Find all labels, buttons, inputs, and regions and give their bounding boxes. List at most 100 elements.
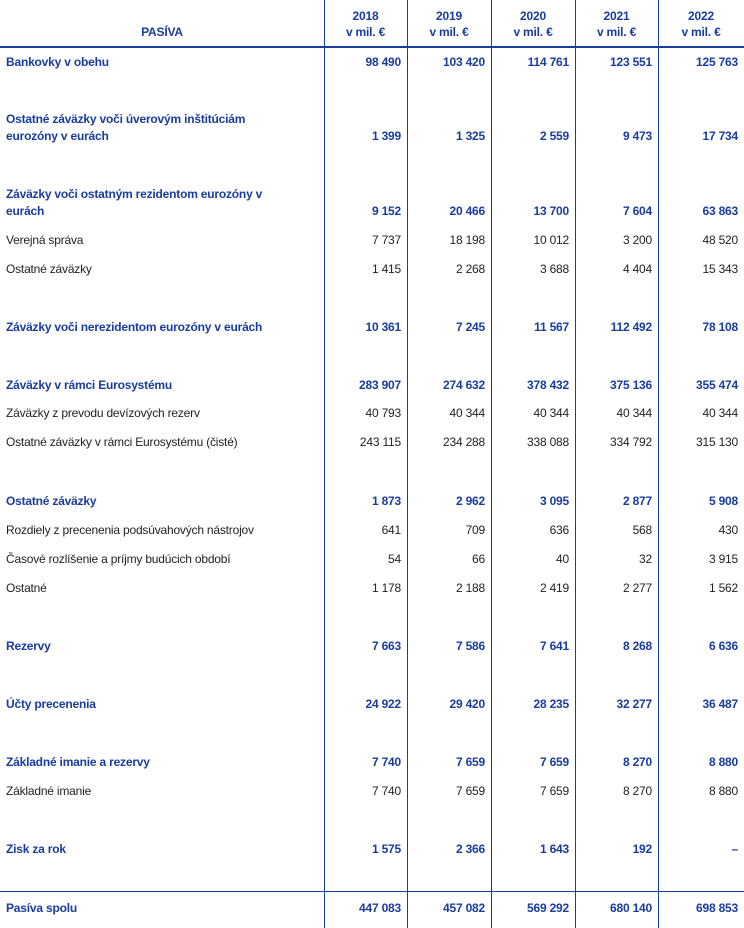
value-cell: 40 344 [702,406,738,420]
value-cell: 63 863 [702,204,738,218]
value-cell: 8 880 [708,755,738,769]
value-cell: 78 108 [702,320,738,334]
value-cell: 2 268 [455,262,485,276]
header-unit: v mil. € [345,25,386,39]
row-label: Záväzky voči ostatným rezidentom eurozón… [6,187,263,218]
value-cell: 3 200 [622,233,652,247]
value-cell: 355 474 [696,378,738,392]
row-label: Bankovky v obehu [6,55,109,69]
value-cell: 10 012 [533,233,569,247]
value-cell: 2 962 [455,494,485,508]
row-label: Účty precenenia [6,697,96,711]
value-cell: 36 487 [702,697,738,711]
value-cell: 8 270 [622,784,652,798]
value-cell: 7 641 [539,639,569,653]
value-cell: 6 636 [708,639,738,653]
value-cell: 457 082 [443,901,485,915]
value-cell: 680 140 [610,901,652,915]
header-unit: v mil. € [681,25,721,39]
value-cell: 274 632 [443,378,485,392]
row-label: Záväzky z prevodu devízových rezerv [6,406,200,420]
value-cell: 13 700 [533,204,569,218]
value-cell: 7 740 [371,755,401,769]
row-label: Ostatné záväzky [6,262,92,276]
value-cell: 8 268 [622,639,652,653]
value-cell: 3 688 [539,262,569,276]
value-cell: 54 [388,552,401,566]
value-cell: 315 130 [696,435,738,449]
value-cell: 5 908 [708,494,738,508]
value-cell: 1 399 [371,129,401,143]
value-cell: 338 088 [527,435,569,449]
header-year: 2022 [688,9,714,23]
value-cell: 2 188 [455,581,485,595]
column-divider [324,0,325,928]
value-cell: 2 419 [539,581,569,595]
value-cell: 1 873 [371,494,401,508]
row-label: Záväzky v rámci Eurosystému [6,378,173,392]
value-cell: 430 [718,523,739,537]
value-cell: 1 643 [539,842,569,856]
header-rule [0,46,744,48]
header-unit: v mil. € [429,25,469,39]
header-year: 2018 [352,9,379,23]
value-cell: 243 115 [359,435,401,449]
value-cell: 10 361 [365,320,401,334]
value-cell: 7 245 [455,320,485,334]
value-cell: 123 551 [610,55,652,69]
header-year: 2020 [520,9,546,23]
value-cell: 192 [632,842,653,856]
value-cell: 17 734 [702,129,738,143]
row-label: Ostatné záväzky voči úverovým inštitúciá… [6,112,246,143]
value-cell: 1 325 [455,129,485,143]
value-cell: 9 473 [622,129,652,143]
row-label: Záväzky voči nerezidentom eurozóny v eur… [6,320,263,334]
value-cell: 9 152 [371,204,401,218]
value-cell: 7 659 [539,784,569,798]
value-cell: 7 659 [455,755,485,769]
value-cell: 1 575 [371,842,401,856]
value-cell: 125 763 [696,55,738,69]
value-cell: 24 922 [365,697,401,711]
header-title: PASÍVA [141,25,183,39]
value-cell: 2 877 [622,494,652,508]
value-cell: 4 404 [622,262,652,276]
value-cell: 40 344 [449,406,485,420]
value-cell: 103 420 [443,55,485,69]
value-cell: 28 235 [533,697,569,711]
value-cell: 40 793 [365,406,401,420]
value-cell: 1 562 [708,581,738,595]
value-cell: 40 [556,552,569,566]
row-label: Rezervy [6,639,51,653]
column-divider [407,0,408,928]
header-unit: v mil. € [596,25,637,39]
value-cell: 569 292 [527,901,569,915]
row-label: Pasíva spolu [6,901,77,915]
value-cell: 698 853 [696,901,738,915]
row-label: Základné imanie [6,784,92,798]
row-label: Časové rozlíšenie a príjmy budúcich obdo… [6,552,231,566]
value-cell: 2 277 [622,581,652,595]
value-cell: 8 880 [708,784,738,798]
column-divider [491,0,492,928]
value-cell: 48 520 [702,233,738,247]
value-cell: 98 490 [365,55,401,69]
row-label: Ostatné [6,581,47,595]
value-cell: 15 343 [702,262,738,276]
value-cell: 568 [632,523,653,537]
row-label: Rozdiely z precenenia podsúvahových nást… [6,523,254,537]
column-divider [658,0,659,928]
value-cell: 709 [465,523,486,537]
value-cell: 7 737 [371,233,401,247]
header-unit: v mil. € [513,25,553,39]
value-cell: 1 178 [371,581,401,595]
value-cell: 3 095 [539,494,569,508]
value-cell: 7 740 [371,784,401,798]
column-divider [575,0,576,928]
value-cell: 11 567 [534,320,569,334]
value-cell: 2 366 [455,842,485,856]
value-cell: 283 907 [359,378,401,392]
value-cell: 3 915 [708,552,738,566]
value-cell: 2 559 [539,129,569,143]
total-rule [0,891,744,892]
